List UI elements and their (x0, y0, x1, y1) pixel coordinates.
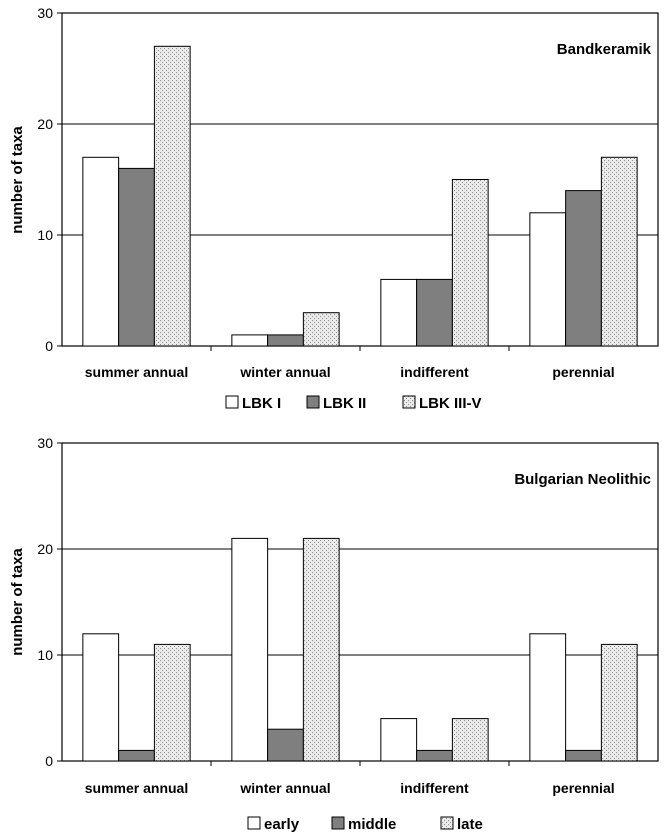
y-tick-label: 0 (45, 338, 53, 354)
panel-title: Bulgarian Neolithic (514, 471, 651, 488)
x-category-label: perennial (552, 780, 614, 796)
bar (82, 633, 120, 762)
x-category-label: summer annual (85, 364, 188, 380)
legend: early middle late (247, 816, 483, 833)
chart-panel-bandkeramik: number of taxa Bandkeramik 0 10 20 30 summer… (9, 5, 659, 412)
bar (380, 718, 418, 762)
bar (118, 167, 155, 347)
y-tick-label: 20 (37, 116, 53, 132)
x-category-label: summer annual (85, 780, 188, 796)
bar (600, 156, 638, 347)
y-tick-label: 20 (37, 541, 53, 557)
bar (231, 537, 269, 762)
bar (529, 212, 567, 347)
legend-label: early (264, 816, 300, 833)
bar (451, 179, 489, 347)
legend-label: late (457, 816, 483, 833)
legend-swatch (225, 395, 239, 409)
x-category-label: winter annual (239, 364, 330, 380)
y-tick-label: 10 (37, 647, 53, 663)
legend-swatch (440, 816, 454, 830)
x-category-label: winter annual (239, 780, 330, 796)
bar (416, 278, 453, 347)
legend-label: LBK I (242, 395, 281, 412)
x-category-label: perennial (552, 364, 614, 380)
legend-swatch (247, 816, 261, 830)
legend-swatch (402, 395, 416, 409)
bar (451, 718, 489, 762)
panel-title: Bandkeramik (557, 41, 652, 58)
bar (416, 749, 453, 762)
plot-area: 0 10 20 30 summer annual winter annual indiffe… (37, 5, 659, 380)
y-axis-label: number of taxa (9, 126, 26, 234)
x-category-label: indifferent (400, 364, 469, 380)
y-tick-label: 30 (37, 5, 53, 21)
bar (600, 643, 638, 762)
bar (565, 190, 602, 347)
legend-label: LBK II (323, 395, 366, 412)
bar (380, 278, 418, 347)
bar (565, 749, 602, 762)
bar (82, 156, 120, 347)
legend: LBK I LBK II LBK III-V (225, 395, 482, 412)
legend-label: LBK III-V (419, 395, 482, 412)
legend-swatch (331, 816, 345, 830)
bar (529, 633, 567, 762)
bar (302, 537, 340, 762)
y-tick-label: 0 (45, 753, 53, 769)
bar (267, 334, 304, 347)
bar (118, 749, 155, 762)
bar (302, 312, 340, 347)
chart-panel-bulgarian-neolithic: number of taxa Bulgarian Neolithic 0 10 20… (9, 435, 659, 833)
bar (153, 643, 191, 762)
plot-area: 0 10 20 30 summer annual winter annual indiffe… (37, 435, 659, 796)
bar (153, 45, 191, 347)
bar (231, 334, 269, 347)
plot-frame (61, 442, 659, 762)
bar (267, 728, 304, 762)
legend-swatch (306, 395, 320, 409)
x-category-label: indifferent (400, 780, 469, 796)
legend-label: middle (348, 816, 396, 833)
y-tick-label: 30 (37, 435, 53, 451)
y-axis-label: number of taxa (9, 548, 26, 656)
y-tick-label: 10 (37, 227, 53, 243)
